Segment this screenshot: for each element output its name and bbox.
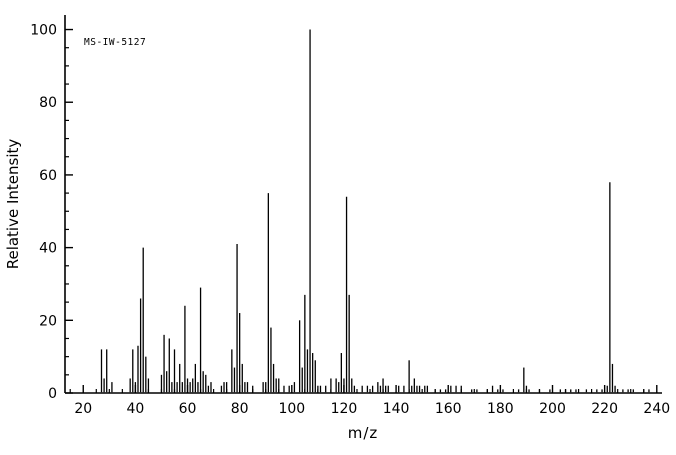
y-tick-label: 60	[39, 168, 57, 184]
y-tick-label: 0	[48, 386, 57, 402]
x-tick-label: 20	[74, 401, 92, 417]
x-axis-title: m/z	[347, 424, 379, 442]
x-tick-label: 80	[231, 401, 249, 417]
y-axis-title: Relative Intensity	[4, 138, 22, 270]
x-tick-label: 220	[591, 401, 618, 417]
y-tick-label: 100	[30, 23, 57, 39]
x-tick-label: 140	[383, 401, 410, 417]
spectrum-id-label: MS-IW-5127	[84, 37, 147, 48]
x-tick-label: 180	[487, 401, 514, 417]
x-tick-label: 120	[331, 401, 358, 417]
y-tick-label: 80	[39, 95, 57, 111]
y-tick-label: 20	[39, 313, 57, 329]
y-tick-label: 40	[39, 241, 57, 257]
x-tick-label: 60	[179, 401, 197, 417]
x-tick-label: 100	[278, 401, 305, 417]
x-tick-label: 200	[539, 401, 566, 417]
x-tick-label: 160	[435, 401, 462, 417]
x-tick-label: 40	[126, 401, 144, 417]
x-tick-label: 240	[643, 401, 670, 417]
